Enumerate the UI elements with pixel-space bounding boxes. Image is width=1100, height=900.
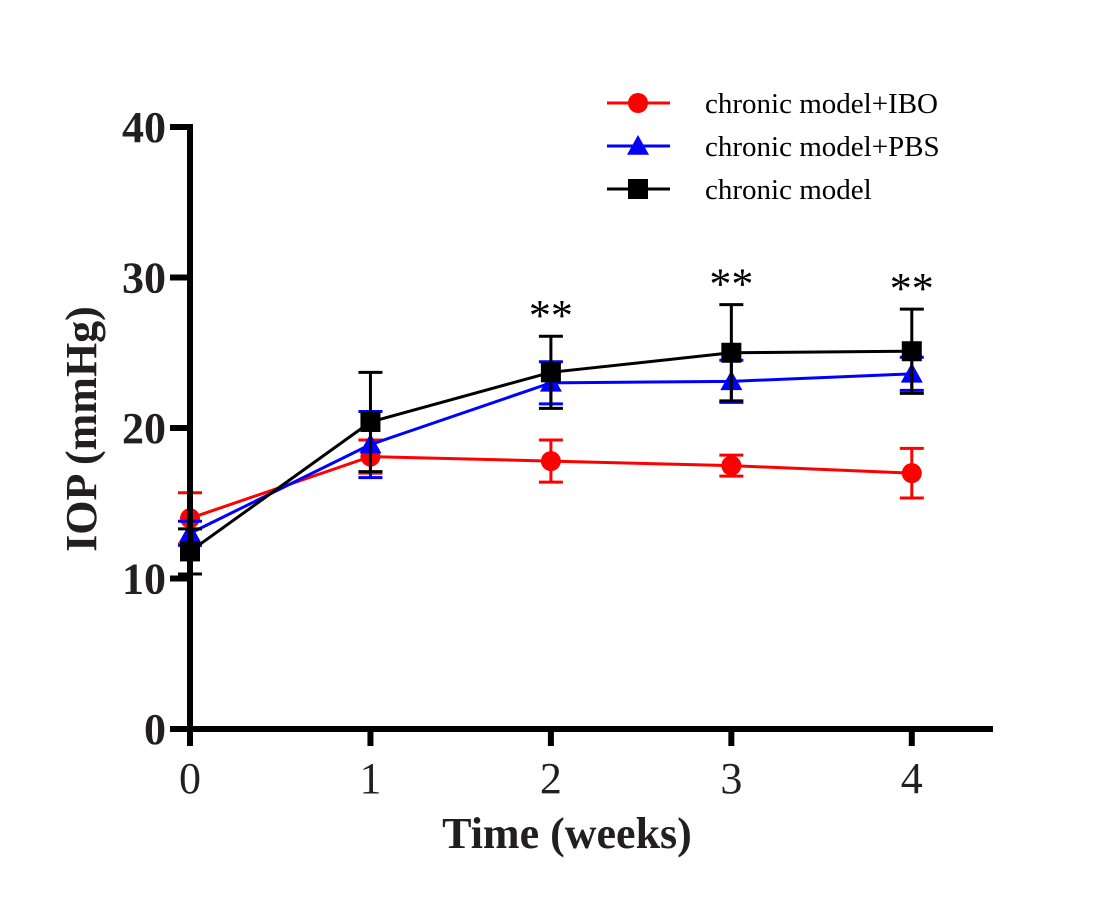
significance-marker: **: [890, 264, 934, 313]
x-tick-label: 2: [540, 754, 562, 803]
legend-marker: [628, 179, 648, 199]
y-tick-label: 40: [122, 103, 166, 152]
legend-item: chronic model+PBS: [607, 131, 940, 163]
significance-marker: **: [529, 291, 573, 340]
significance-marker: **: [709, 260, 753, 309]
legend-item: chronic model+IBO: [607, 88, 938, 120]
legend-label: chronic model: [705, 174, 872, 206]
y-tick-label: 10: [122, 555, 166, 604]
legend-label: chronic model+PBS: [705, 131, 940, 163]
data-point: [540, 451, 561, 472]
data-point: [721, 455, 742, 476]
significance-annotations: ** ** **: [529, 260, 934, 341]
y-tick-label: 0: [144, 705, 166, 754]
legend-marker: [628, 93, 648, 113]
data-point: [360, 411, 381, 432]
x-tick-label: 3: [720, 754, 742, 803]
x-tick-label: 4: [901, 754, 923, 803]
legend-marker: [627, 135, 649, 155]
data-point: [901, 463, 922, 484]
series-layer: [178, 303, 924, 576]
y-tick-label: 20: [122, 404, 166, 453]
legend-label: chronic model+IBO: [705, 88, 938, 120]
x-tick-label: 0: [179, 754, 201, 803]
x-axis-title: Time (weeks): [442, 809, 692, 858]
axes-layer: [170, 124, 993, 746]
data-point: [721, 342, 742, 363]
series-chronic-model-ibo: [178, 438, 924, 546]
legend: chronic model+IBO chronic model+PBS chroni…: [607, 88, 940, 206]
legend-item: chronic model: [607, 174, 872, 206]
y-ticks: 0 10 20 30 40: [122, 103, 190, 754]
y-tick-label: 30: [122, 254, 166, 303]
x-ticks: 0 1 2 3 4: [179, 729, 923, 803]
data-point: [901, 341, 922, 362]
x-tick-label: 1: [359, 754, 381, 803]
y-axis-title: IOP (mmHg): [57, 306, 106, 552]
data-point: [540, 362, 561, 383]
